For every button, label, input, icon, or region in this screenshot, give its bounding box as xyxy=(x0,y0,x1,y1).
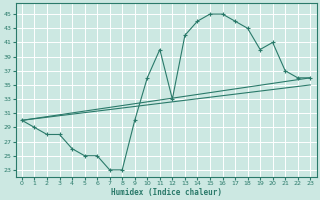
X-axis label: Humidex (Indice chaleur): Humidex (Indice chaleur) xyxy=(111,188,221,197)
